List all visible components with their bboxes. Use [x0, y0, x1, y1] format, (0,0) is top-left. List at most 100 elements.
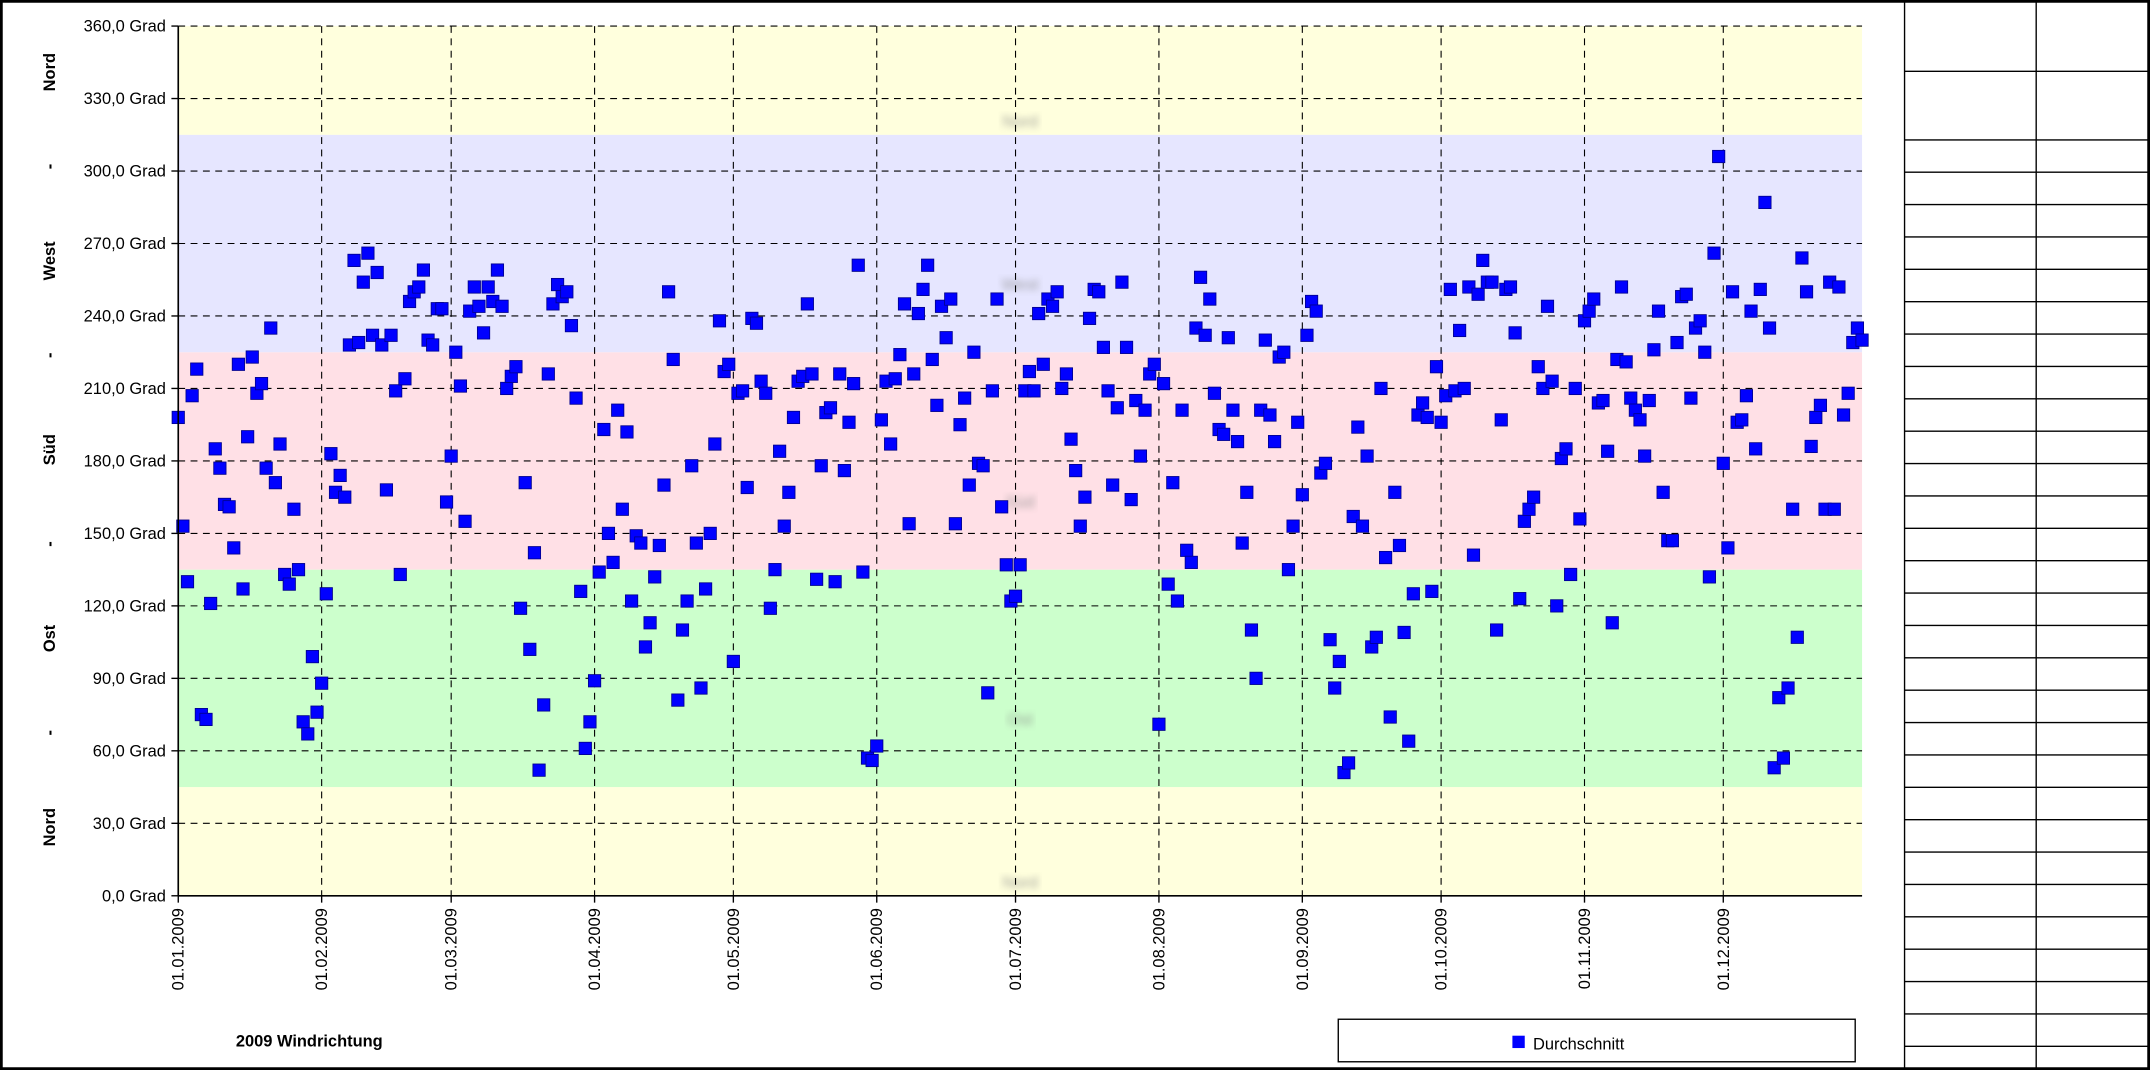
point	[476, 326, 491, 340]
point	[1318, 456, 1333, 470]
point	[426, 338, 440, 352]
point	[449, 345, 463, 359]
point	[837, 464, 851, 478]
point	[1402, 734, 1416, 748]
point	[1827, 502, 1841, 516]
point	[782, 485, 796, 499]
point	[1221, 331, 1235, 345]
point	[1790, 630, 1804, 644]
point	[606, 555, 620, 569]
point	[1739, 389, 1753, 403]
point	[1429, 360, 1444, 374]
point	[1008, 589, 1023, 603]
point	[1527, 490, 1541, 504]
point	[893, 348, 907, 362]
point	[773, 444, 787, 458]
point	[1013, 558, 1027, 572]
point	[287, 502, 301, 516]
point	[1267, 435, 1282, 449]
y-tick-label: 180,0 Grad	[84, 452, 166, 470]
point	[1813, 398, 1828, 412]
point	[1323, 633, 1337, 647]
point	[564, 319, 579, 333]
point	[953, 418, 967, 432]
point	[1119, 340, 1134, 354]
point	[1295, 488, 1309, 502]
point	[967, 345, 981, 359]
point	[897, 297, 912, 311]
point	[356, 275, 370, 289]
point	[694, 681, 708, 695]
point	[874, 413, 888, 427]
point	[1281, 563, 1296, 577]
point	[1485, 275, 1499, 289]
point	[985, 384, 999, 398]
point	[1568, 381, 1582, 396]
point	[389, 384, 403, 398]
point	[1342, 756, 1356, 770]
point	[500, 381, 514, 396]
point	[1092, 285, 1106, 299]
point	[1573, 512, 1587, 526]
side-label: Süd	[41, 434, 59, 465]
point	[1175, 403, 1189, 417]
point	[1300, 328, 1314, 342]
point	[1032, 306, 1046, 321]
point	[1698, 345, 1712, 359]
point	[814, 459, 828, 473]
point	[1550, 599, 1564, 613]
band-label: Süd	[1006, 494, 1035, 512]
point	[305, 650, 319, 664]
point	[1170, 594, 1185, 608]
y-tick-label: 330,0 Grad	[84, 90, 166, 108]
point	[190, 362, 204, 376]
point	[763, 601, 777, 615]
point	[1244, 623, 1259, 637]
point	[439, 495, 454, 509]
point	[1619, 355, 1633, 369]
point	[416, 263, 431, 277]
point	[1110, 401, 1124, 415]
point	[671, 693, 685, 707]
x-tick-label: 01.08.2009	[1150, 908, 1168, 990]
point	[1651, 304, 1666, 318]
point	[1226, 403, 1240, 417]
point	[1147, 357, 1161, 371]
point	[1540, 299, 1555, 313]
point	[828, 575, 842, 589]
point	[722, 357, 736, 371]
point	[1721, 541, 1735, 555]
point	[615, 502, 629, 516]
point	[1360, 449, 1374, 463]
point	[884, 437, 898, 451]
point	[1156, 377, 1171, 391]
point	[662, 285, 676, 299]
point	[699, 582, 713, 596]
point	[199, 712, 213, 727]
point	[842, 415, 856, 429]
y-tick-label: 270,0 Grad	[84, 235, 166, 253]
point	[925, 352, 939, 367]
point	[1106, 478, 1120, 492]
point	[412, 280, 426, 294]
point	[1115, 275, 1129, 289]
point	[1836, 408, 1851, 422]
point	[180, 575, 195, 589]
point	[458, 514, 472, 528]
point	[361, 246, 375, 260]
point	[685, 459, 699, 473]
point	[583, 715, 597, 729]
point	[1712, 149, 1726, 164]
x-tick-label: 01.02.2009	[313, 908, 331, 990]
point	[611, 403, 625, 417]
x-tick-label: 01.11.2009	[1576, 908, 1594, 989]
band	[178, 26, 1863, 135]
point	[1776, 751, 1790, 765]
point	[1850, 321, 1865, 335]
point	[1392, 538, 1407, 553]
point	[1397, 625, 1411, 640]
point	[1383, 710, 1397, 724]
point	[648, 570, 662, 584]
point	[1638, 449, 1652, 463]
point	[324, 447, 338, 461]
